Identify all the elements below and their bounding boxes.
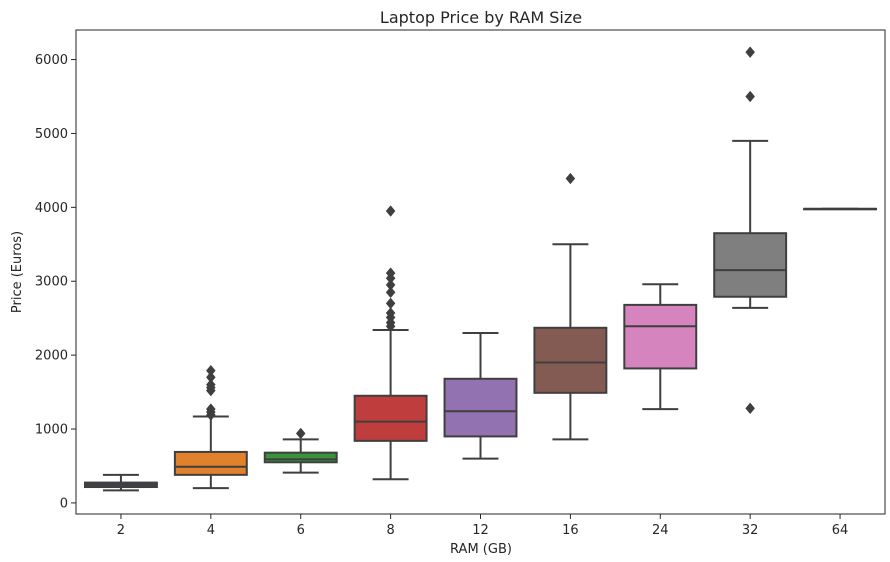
- iqr-box: [443, 377, 518, 438]
- box-2: [83, 473, 158, 492]
- box-64: [803, 207, 878, 211]
- outlier-point: [385, 205, 396, 217]
- x-tick-label: 32: [742, 523, 759, 538]
- outlier-point: [745, 46, 755, 58]
- iqr-box: [533, 326, 608, 394]
- iqr-box: [263, 451, 338, 464]
- outlier-point: [385, 307, 396, 319]
- box-16: [533, 172, 608, 441]
- outlier-point: [206, 378, 216, 391]
- box-6: [263, 427, 338, 474]
- outlier-point: [206, 371, 216, 384]
- y-tick-label: 3000: [35, 275, 68, 290]
- x-axis: 2 4 6 8 12 16 24 32 64: [117, 514, 849, 538]
- y-tick-label: 2000: [35, 349, 68, 364]
- iqr-box: [623, 303, 698, 370]
- x-tick-label: 64: [832, 523, 849, 538]
- chart-title: Laptop Price by RAM Size: [380, 8, 582, 27]
- y-axis: 0 1000 2000 3000 4000 5000 6000: [35, 53, 76, 511]
- outlier-point: [745, 90, 755, 103]
- box-32: [713, 46, 788, 415]
- x-tick-label: 8: [386, 523, 394, 538]
- y-axis-label: Price (Euros): [10, 231, 25, 313]
- x-tick-label: 2: [117, 523, 125, 538]
- outlier-point: [295, 427, 306, 440]
- x-axis-label: RAM (GB): [450, 542, 512, 557]
- box-8: [353, 205, 428, 481]
- box-24: [623, 283, 698, 411]
- x-tick-label: 16: [562, 523, 579, 538]
- outlier-point: [385, 286, 396, 299]
- x-tick-label: 12: [472, 523, 489, 538]
- box-12: [443, 331, 518, 460]
- boxes-group: [83, 46, 878, 492]
- y-tick-label: 5000: [35, 127, 68, 142]
- iqr-box: [353, 394, 428, 442]
- outlier-point: [206, 403, 216, 415]
- y-tick-label: 6000: [35, 53, 68, 68]
- x-tick-label: 24: [652, 523, 669, 538]
- y-tick-label: 4000: [35, 201, 68, 216]
- x-tick-label: 4: [207, 523, 215, 538]
- box-4: [173, 364, 248, 490]
- y-tick-label: 0: [60, 496, 68, 511]
- outlier-point: [745, 402, 755, 415]
- x-tick-label: 6: [297, 523, 305, 538]
- iqr-box: [713, 232, 788, 298]
- outlier-point: [206, 364, 216, 377]
- outlier-point: [385, 297, 396, 310]
- y-tick-label: 1000: [35, 423, 68, 438]
- iqr-box: [173, 450, 248, 476]
- outlier-point: [385, 279, 396, 291]
- outlier-point: [385, 267, 396, 279]
- outlier-point: [565, 172, 576, 185]
